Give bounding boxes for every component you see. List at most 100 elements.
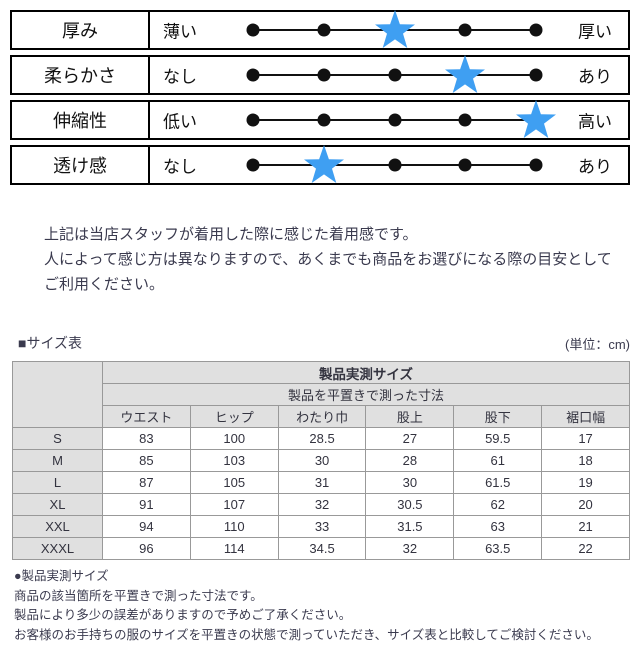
measurement-cell: 107 xyxy=(189,493,279,516)
size-row-XXL: XXL 94 110 33 31.5 63 21 xyxy=(12,515,630,538)
column-header-1: ヒップ xyxy=(189,405,279,428)
measurement-cell: 27 xyxy=(365,427,455,450)
measurement-cell: 85 xyxy=(102,449,191,472)
size-label: XXXL xyxy=(12,537,103,560)
measurement-cell: 59.5 xyxy=(453,427,543,450)
measurement-cell: 105 xyxy=(189,471,279,494)
measurement-cell: 96 xyxy=(102,537,191,560)
scale-dot-icon xyxy=(246,113,260,127)
scale-dot-icon xyxy=(458,113,472,127)
scale-dot-icon xyxy=(246,23,260,37)
measurement-cell: 114 xyxy=(189,537,279,560)
feel-attribute-label: 柔らかさ xyxy=(12,57,150,93)
note-line: 商品の該当箇所を平置きで測った寸法です。 xyxy=(14,588,263,603)
scale-dot-icon xyxy=(246,68,260,82)
scale-low-label: なし xyxy=(163,67,197,87)
measurement-cell: 28.5 xyxy=(277,427,367,450)
measurement-cell: 63.5 xyxy=(453,537,543,560)
scale-dot-icon xyxy=(529,23,543,37)
measurement-cell: 62 xyxy=(453,493,543,516)
size-row-M: M 85 103 30 28 61 18 xyxy=(12,449,630,472)
size-row-XXXL: XXXL 96 114 34.5 32 63.5 22 xyxy=(12,537,630,560)
rating-star-icon xyxy=(374,10,415,48)
size-table-corner-cell xyxy=(12,361,103,428)
size-unit-label: (単位：cm) xyxy=(565,337,630,352)
measurement-cell: 31.5 xyxy=(365,515,455,538)
scale-low-label: 薄い xyxy=(163,22,197,42)
size-label: XL xyxy=(12,493,103,516)
measurement-cell: 19 xyxy=(541,471,630,494)
measurement-cell: 17 xyxy=(541,427,630,450)
scale-dot-icon xyxy=(388,158,401,172)
measurement-cell: 83 xyxy=(102,427,191,450)
scale-dot-icon xyxy=(458,23,472,37)
feel-row-1: 柔らかさ なし あり xyxy=(10,55,630,95)
scale-dot-icon xyxy=(529,68,543,82)
scale-dot-icon xyxy=(317,113,331,127)
feel-attribute-label: 厚み xyxy=(12,12,150,48)
description-line: 上記は当店スタッフが着用した際に感じた着用感です。 xyxy=(44,226,418,243)
scale-high-label: あり xyxy=(578,157,612,177)
measurement-cell: 61 xyxy=(453,449,543,472)
size-table: 製品実測サイズ 製品を平置きで測った寸法 ウエスト ヒップ わたり巾 股上 股下 裾口幅 … xyxy=(12,361,630,560)
scale-high-label: 高い xyxy=(578,112,612,132)
size-table-sub-header-row: 製品を平置きで測った寸法 xyxy=(13,383,630,406)
scale-dot-icon xyxy=(529,158,543,172)
size-table-column-header-row: ウエスト ヒップ わたり巾 股上 股下 裾口幅 xyxy=(13,405,630,428)
feel-description: 上記は当店スタッフが着用した際に感じた着用感です。 人によって感じ方は異なります… xyxy=(44,222,640,297)
note-line: 製品により多少の誤差がありますので予めご了承ください。 xyxy=(14,608,352,622)
scale-dot-icon xyxy=(246,158,260,172)
measurement-cell: 103 xyxy=(189,449,279,472)
note-line: お客様のお手持ちの服のサイズを平置きの状態で測っていただき、サイズ表と比較してご… xyxy=(14,627,599,642)
description-line: ご利用ください。 xyxy=(44,276,165,293)
product-info-page: 厚み 薄い 厚い 柔らかさ なし あり 伸縮性 低い 高い 透け感 なし あり 上記は当店スタッフが着… xyxy=(0,10,640,645)
size-table-main-header: 製品実測サイズ xyxy=(102,361,630,384)
measurement-cell: 34.5 xyxy=(277,537,367,560)
scale-low-label: なし xyxy=(163,157,197,177)
measurement-cell: 30 xyxy=(277,449,367,472)
feel-row-0: 厚み 薄い 厚い xyxy=(10,10,630,50)
scale-dot-icon xyxy=(388,113,401,127)
size-row-S: S 83 100 28.5 27 59.5 17 xyxy=(12,427,630,450)
measurement-cell: 63 xyxy=(453,515,543,538)
measurement-cell: 110 xyxy=(189,515,279,538)
size-table-title: ■サイズ表 xyxy=(18,335,83,351)
column-header-3: 股上 xyxy=(365,405,455,428)
column-header-5: 裾口幅 xyxy=(541,405,630,428)
size-row-XL: XL 91 107 32 30.5 62 20 xyxy=(12,493,630,516)
size-table-main-header-row: 製品実測サイズ xyxy=(12,361,630,428)
measurement-notes: ●製品実測サイズ 商品の該当箇所を平置きで測った寸法です。 製品により多少の誤差… xyxy=(14,567,640,645)
rating-star-icon xyxy=(445,55,486,93)
feel-scale: 薄い 厚い xyxy=(150,10,628,48)
measurement-cell: 32 xyxy=(277,493,367,516)
measurement-cell: 61.5 xyxy=(453,471,543,494)
measurement-cell: 32 xyxy=(365,537,455,560)
rating-star-icon xyxy=(303,145,344,183)
feel-scale: なし あり xyxy=(150,145,628,183)
measurement-cell: 33 xyxy=(277,515,367,538)
note-line: ●製品実測サイズ xyxy=(14,569,109,583)
measurement-cell: 30 xyxy=(365,471,455,494)
feel-attribute-label: 透け感 xyxy=(12,147,150,183)
measurement-cell: 21 xyxy=(541,515,630,538)
size-label: L xyxy=(12,471,103,494)
size-table-sub-header: 製品を平置きで測った寸法 xyxy=(102,383,630,406)
size-row-L: L 87 105 31 30 61.5 19 xyxy=(12,471,630,494)
feel-attribute-label: 伸縮性 xyxy=(12,102,150,138)
measurement-cell: 91 xyxy=(102,493,191,516)
size-table-header-row: ■サイズ表 (単位：cm) xyxy=(18,333,630,353)
size-label: XXL xyxy=(12,515,103,538)
description-line: 人によって感じ方は異なりますので、あくまでも商品をお選びになる際の目安として xyxy=(44,251,612,268)
scale-high-label: 厚い xyxy=(578,22,612,42)
scale-dot-icon xyxy=(317,23,331,37)
scale-dot-icon xyxy=(388,68,401,82)
feel-row-2: 伸縮性 低い 高い xyxy=(10,100,630,140)
feel-scale: なし あり xyxy=(150,55,628,93)
scale-low-label: 低い xyxy=(163,112,197,132)
measurement-cell: 18 xyxy=(541,449,630,472)
wearing-feel-chart: 厚み 薄い 厚い 柔らかさ なし あり 伸縮性 低い 高い 透け感 なし あり xyxy=(10,10,630,185)
size-label: M xyxy=(12,449,103,472)
column-header-0: ウエスト xyxy=(102,405,191,428)
scale-dot-icon xyxy=(458,158,472,172)
measurement-cell: 28 xyxy=(365,449,455,472)
